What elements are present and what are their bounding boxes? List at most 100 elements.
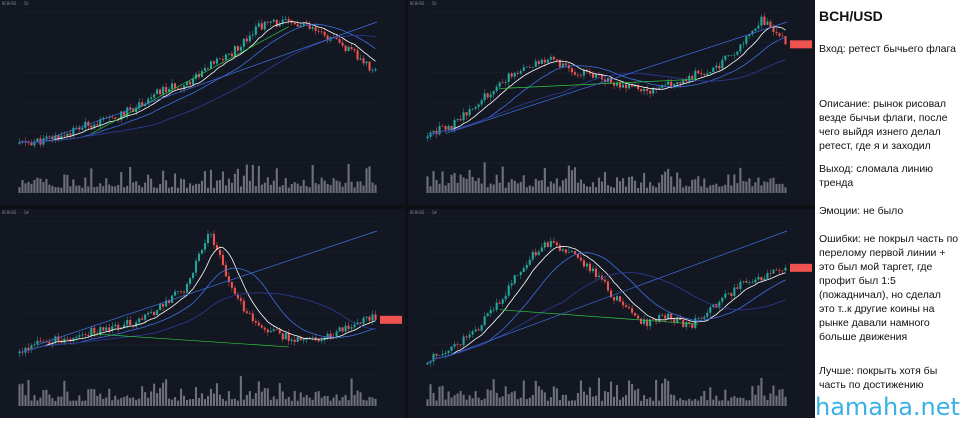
volume-bar bbox=[579, 179, 582, 193]
chart-top-right[interactable] bbox=[408, 0, 815, 205]
candle-body bbox=[534, 61, 537, 67]
volume-bar bbox=[643, 395, 646, 406]
candle-body bbox=[129, 320, 132, 326]
moving-average-line bbox=[427, 252, 786, 364]
candle-body bbox=[561, 249, 564, 251]
candle-body bbox=[462, 336, 465, 346]
candle-body bbox=[72, 127, 75, 136]
volume-bar bbox=[356, 181, 359, 193]
volume-bar bbox=[123, 396, 126, 406]
volume-bar bbox=[314, 183, 317, 193]
candle-body bbox=[239, 298, 242, 301]
chart-top-left[interactable] bbox=[0, 0, 405, 205]
volume-bar bbox=[162, 382, 165, 406]
candle-body bbox=[733, 287, 736, 297]
candle-body bbox=[772, 269, 775, 274]
candle-body bbox=[748, 34, 751, 37]
candle-body bbox=[453, 344, 456, 347]
volume-bar bbox=[78, 185, 81, 193]
candle-body bbox=[534, 252, 537, 256]
candle-body bbox=[492, 309, 495, 311]
candle-body bbox=[177, 88, 180, 89]
volume-bar bbox=[673, 186, 676, 193]
volume-bar bbox=[646, 399, 649, 406]
volume-bar bbox=[492, 184, 495, 193]
volume-bar bbox=[667, 168, 670, 193]
chart-panel-bottom-left[interactable]: BCHUSD · 1W bbox=[0, 209, 405, 418]
candle-body bbox=[293, 339, 296, 342]
volume-bar bbox=[174, 397, 177, 406]
volume-bar bbox=[591, 396, 595, 406]
volume-bar bbox=[141, 386, 144, 406]
volume-bar bbox=[126, 395, 129, 406]
volume-bar bbox=[775, 183, 778, 193]
volume-bar bbox=[323, 180, 326, 193]
volume-bar bbox=[39, 178, 42, 193]
candle-body bbox=[126, 320, 129, 325]
volume-bar bbox=[27, 379, 30, 406]
candle-body bbox=[441, 126, 444, 127]
volume-bar bbox=[694, 179, 697, 193]
volume-bar bbox=[96, 186, 99, 193]
candle-body bbox=[182, 85, 186, 90]
volume-bar bbox=[754, 182, 757, 193]
candle-body bbox=[308, 24, 311, 29]
volume-bar bbox=[308, 397, 311, 406]
candle-body bbox=[147, 312, 150, 315]
candle-body bbox=[594, 268, 598, 278]
volume-bar bbox=[685, 400, 688, 406]
candle-body bbox=[114, 324, 117, 327]
chart-bottom-left[interactable] bbox=[0, 209, 405, 418]
volume-bar bbox=[603, 391, 607, 406]
volume-bar bbox=[606, 185, 610, 193]
candle-body bbox=[305, 23, 308, 25]
candle-body bbox=[634, 85, 637, 87]
candle-body bbox=[435, 130, 438, 135]
volume-bar bbox=[564, 394, 567, 406]
trendline bbox=[91, 333, 289, 348]
volume-bar bbox=[438, 386, 441, 406]
candle-body bbox=[230, 282, 233, 288]
volume-bar bbox=[444, 185, 447, 193]
candle-body bbox=[739, 44, 742, 52]
volume-bar bbox=[438, 183, 441, 193]
volume-bar bbox=[308, 187, 311, 193]
candle-body bbox=[444, 126, 447, 130]
candle-body bbox=[278, 23, 281, 27]
volume-bar bbox=[618, 399, 622, 406]
chart-panel-top-left[interactable]: BCHUSD · 1D bbox=[0, 0, 405, 205]
candle-body bbox=[224, 264, 227, 277]
candle-body bbox=[486, 313, 489, 317]
candle-body bbox=[474, 329, 477, 332]
candle-body bbox=[81, 128, 84, 130]
volume-bar bbox=[287, 396, 290, 406]
chart-bottom-right[interactable] bbox=[408, 209, 815, 418]
candle-body bbox=[525, 66, 528, 68]
volume-bar bbox=[426, 399, 429, 406]
candle-body bbox=[504, 295, 507, 300]
candle-body bbox=[236, 46, 239, 51]
chart-panel-top-right[interactable]: BCHUSD · 1D bbox=[408, 0, 815, 205]
candle-body bbox=[165, 300, 168, 307]
candle-body bbox=[709, 71, 712, 74]
candle-body bbox=[540, 247, 543, 252]
volume-bar bbox=[314, 391, 317, 406]
candle-body bbox=[432, 353, 435, 362]
volume-bar bbox=[359, 392, 362, 406]
chart-panel-bottom-right[interactable]: BCHUSD · 1W bbox=[408, 209, 815, 418]
candle-body bbox=[742, 43, 745, 45]
candle-body bbox=[730, 55, 733, 56]
volume-bar bbox=[534, 178, 537, 193]
candle-body bbox=[171, 295, 174, 303]
candle-body bbox=[631, 84, 634, 87]
volume-bar bbox=[275, 399, 278, 406]
candle-body bbox=[679, 82, 682, 84]
volume-bar bbox=[700, 396, 703, 406]
candle-body bbox=[296, 337, 299, 342]
volume-bar bbox=[673, 395, 676, 406]
volume-bar bbox=[197, 183, 201, 193]
volume-bar bbox=[730, 397, 733, 406]
volume-bar bbox=[561, 180, 564, 193]
candle-body bbox=[177, 291, 180, 292]
candle-body bbox=[540, 59, 543, 65]
